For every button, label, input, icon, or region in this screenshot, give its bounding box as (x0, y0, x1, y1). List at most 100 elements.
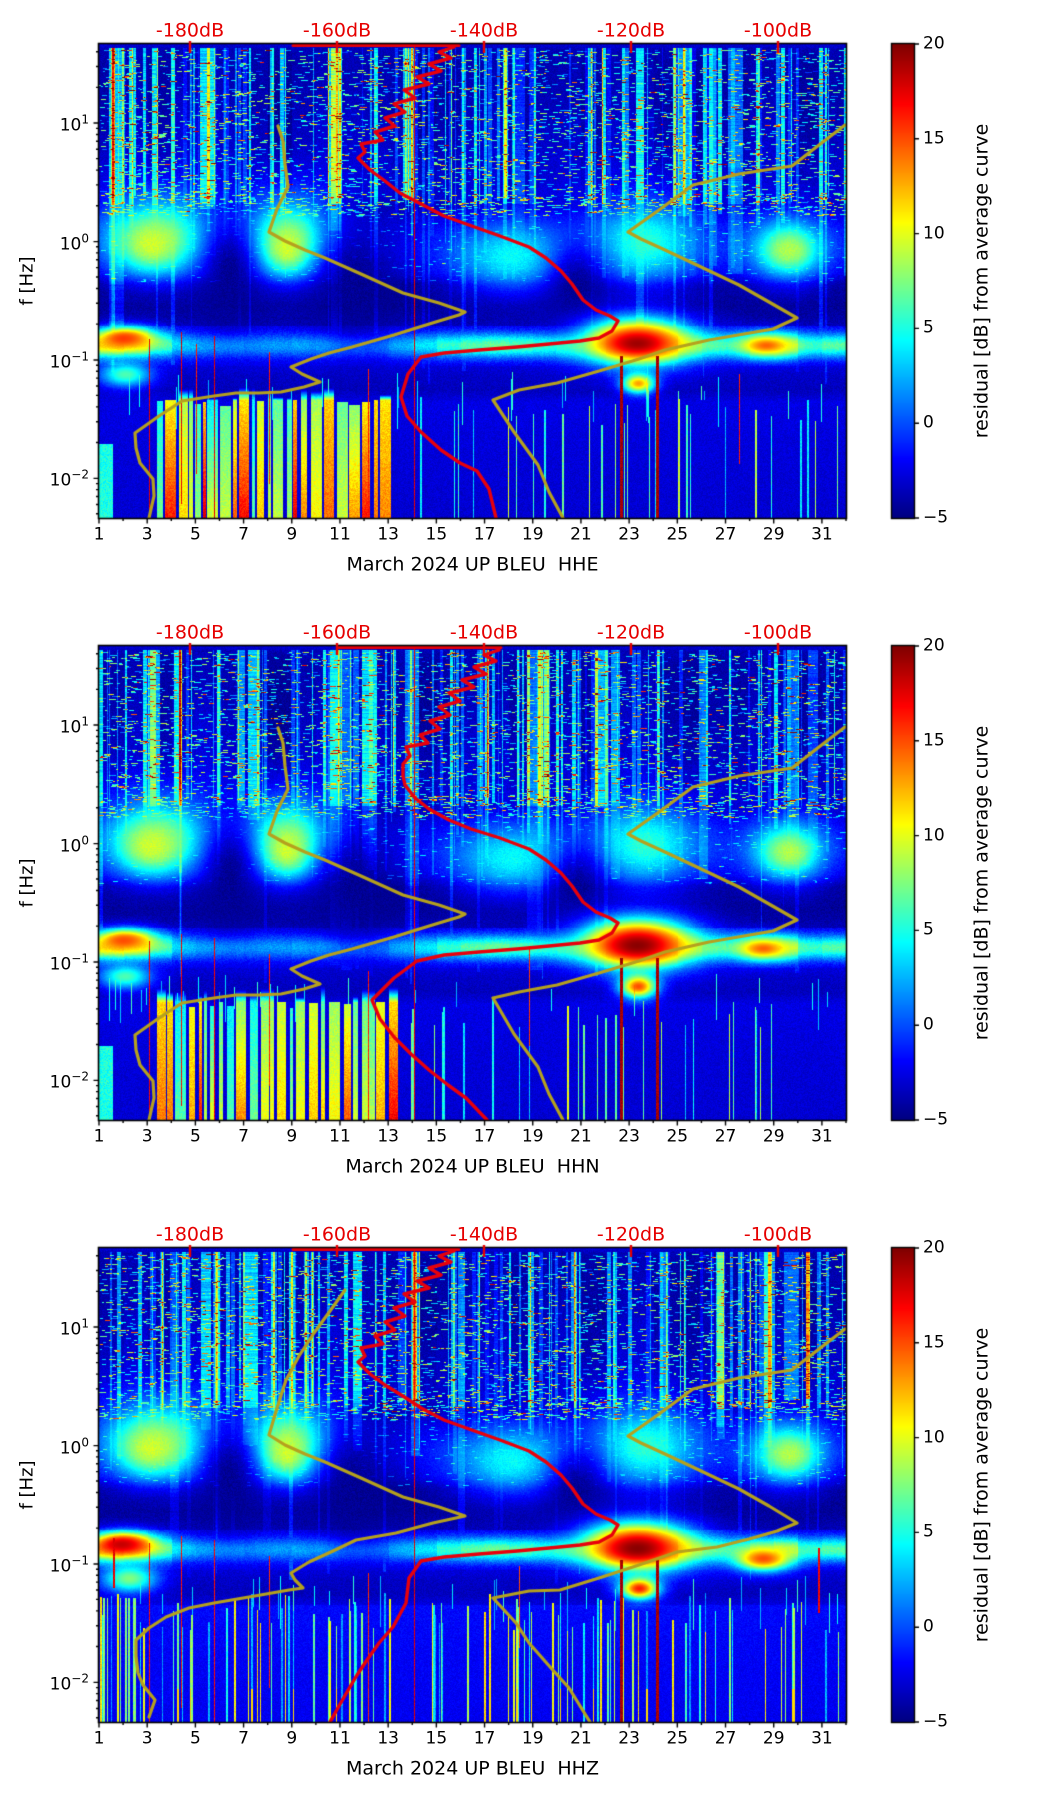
x-tick-label: 15 (425, 524, 448, 545)
y-axis-label: f [Hz] (16, 858, 38, 908)
colorbar-tick-label: 20 (923, 635, 945, 656)
x-tick-label: 9 (286, 1126, 298, 1147)
y-tick-label: 10−1 (49, 951, 89, 975)
x-tick-label: 17 (473, 1728, 496, 1749)
colorbar-tick-label: 20 (923, 33, 945, 54)
colorbar-tick-label: −5 (923, 1109, 949, 1130)
x-tick-label: 29 (762, 1728, 785, 1749)
x-tick-label: 21 (570, 1728, 592, 1749)
top-axis-db-label: -160dB (302, 19, 372, 42)
x-tick-label: 31 (811, 524, 833, 545)
x-tick-label: 3 (141, 1728, 153, 1749)
x-tick-label: 29 (762, 524, 785, 545)
top-axis-db-label: -140dB (449, 19, 519, 42)
colorbar-tick-label: 10 (923, 223, 945, 244)
colorbar-label: residual [dB] from average curve (970, 725, 993, 1041)
top-axis-db-label: -180dB (155, 1223, 225, 1246)
x-tick-label: 19 (521, 1728, 544, 1749)
x-tick-label: 13 (377, 1728, 399, 1749)
top-axis-db-label: -120dB (596, 621, 666, 644)
top-axis-db-label: -140dB (449, 621, 519, 644)
x-tick-label: 7 (238, 1126, 249, 1147)
colorbar-tick-label: 5 (923, 1521, 934, 1542)
top-axis-db-label: -100dB (743, 621, 813, 644)
y-tick-label: 100 (59, 1435, 89, 1458)
x-tick-label: 9 (286, 524, 298, 545)
colorbar-tick-label: 10 (923, 1427, 945, 1448)
x-tick-label: 17 (473, 1126, 496, 1147)
x-tick-label: 31 (811, 1728, 833, 1749)
colorbar-tick-label: 0 (923, 1616, 934, 1637)
x-tick-label: 7 (238, 524, 249, 545)
colorbar-tick-label: 5 (923, 919, 934, 940)
x-tick-label: 5 (189, 524, 201, 545)
x-tick-label: 11 (329, 1126, 351, 1147)
colorbar-tick-label: −5 (923, 507, 949, 528)
x-tick-label: 19 (521, 524, 544, 545)
x-tick-label: 15 (425, 1126, 448, 1147)
colorbar-tick-label: 15 (923, 128, 945, 149)
x-tick-label: 9 (286, 1728, 298, 1749)
colorbar-label: residual [dB] from average curve (970, 123, 993, 439)
top-axis-db-label: -140dB (449, 1223, 519, 1246)
x-tick-label: 7 (238, 1728, 249, 1749)
top-axis-db-label: -180dB (155, 621, 225, 644)
x-tick-label: 27 (714, 524, 737, 545)
colorbar-tick-label: −5 (923, 1711, 949, 1732)
x-axis-title: March 2024 UP BLEU HHN (345, 1155, 600, 1178)
top-axis-db-label: -160dB (302, 621, 372, 644)
x-tick-label: 17 (473, 524, 496, 545)
x-tick-label: 25 (666, 1126, 689, 1147)
y-tick-label: 100 (59, 231, 89, 254)
x-tick-label: 23 (618, 1126, 640, 1147)
y-tick-label: 101 (59, 714, 89, 738)
x-tick-label: 19 (521, 1126, 544, 1147)
x-tick-label: 25 (666, 524, 689, 545)
top-axis-db-label: -180dB (155, 19, 225, 42)
colorbar-tick-label: 5 (923, 317, 934, 338)
top-axis-db-label: -100dB (743, 19, 813, 42)
x-tick-label: 31 (811, 1126, 833, 1147)
y-tick-label: 10−1 (49, 1553, 89, 1577)
y-tick-label: 100 (59, 833, 89, 856)
x-tick-label: 15 (425, 1728, 448, 1749)
x-tick-label: 1 (93, 1126, 105, 1147)
x-axis-title: March 2024 UP BLEU HHZ (346, 1757, 599, 1780)
x-tick-label: 5 (189, 1728, 201, 1749)
colorbar-tick-label: 15 (923, 730, 945, 751)
x-tick-label: 11 (329, 524, 351, 545)
y-axis-label: f [Hz] (16, 1460, 38, 1510)
x-tick-label: 27 (714, 1126, 737, 1147)
x-tick-label: 3 (141, 524, 153, 545)
colorbar-tick-label: 0 (923, 412, 934, 433)
top-axis-db-label: -120dB (596, 1223, 666, 1246)
colorbar-tick-label: 0 (923, 1014, 934, 1035)
x-tick-label: 5 (189, 1126, 201, 1147)
y-tick-label: 101 (59, 1316, 89, 1340)
top-axis-db-label: -100dB (743, 1223, 813, 1246)
x-tick-label: 23 (618, 1728, 640, 1749)
colorbar-label: residual [dB] from average curve (970, 1327, 993, 1643)
x-axis-title: March 2024 UP BLEU HHE (346, 553, 599, 576)
y-tick-label: 10−2 (49, 468, 89, 491)
top-axis-db-label: -160dB (302, 1223, 372, 1246)
colorbar-tick-label: 20 (923, 1237, 945, 1258)
x-tick-label: 1 (93, 524, 105, 545)
top-axis-db-label: -120dB (596, 19, 666, 42)
colorbar-tick-label: 15 (923, 1332, 945, 1353)
y-tick-label: 10−1 (49, 349, 89, 373)
x-tick-label: 27 (714, 1728, 737, 1749)
x-tick-label: 29 (762, 1126, 785, 1147)
x-tick-label: 21 (570, 1126, 592, 1147)
x-tick-label: 1 (93, 1728, 105, 1749)
x-tick-label: 11 (329, 1728, 351, 1749)
y-tick-label: 10−2 (49, 1672, 89, 1695)
colorbar-tick-label: 10 (923, 825, 945, 846)
x-tick-label: 21 (570, 524, 592, 545)
y-axis-label: f [Hz] (16, 256, 38, 306)
x-tick-label: 25 (666, 1728, 689, 1749)
x-tick-label: 3 (141, 1126, 153, 1147)
x-tick-label: 13 (377, 1126, 399, 1147)
